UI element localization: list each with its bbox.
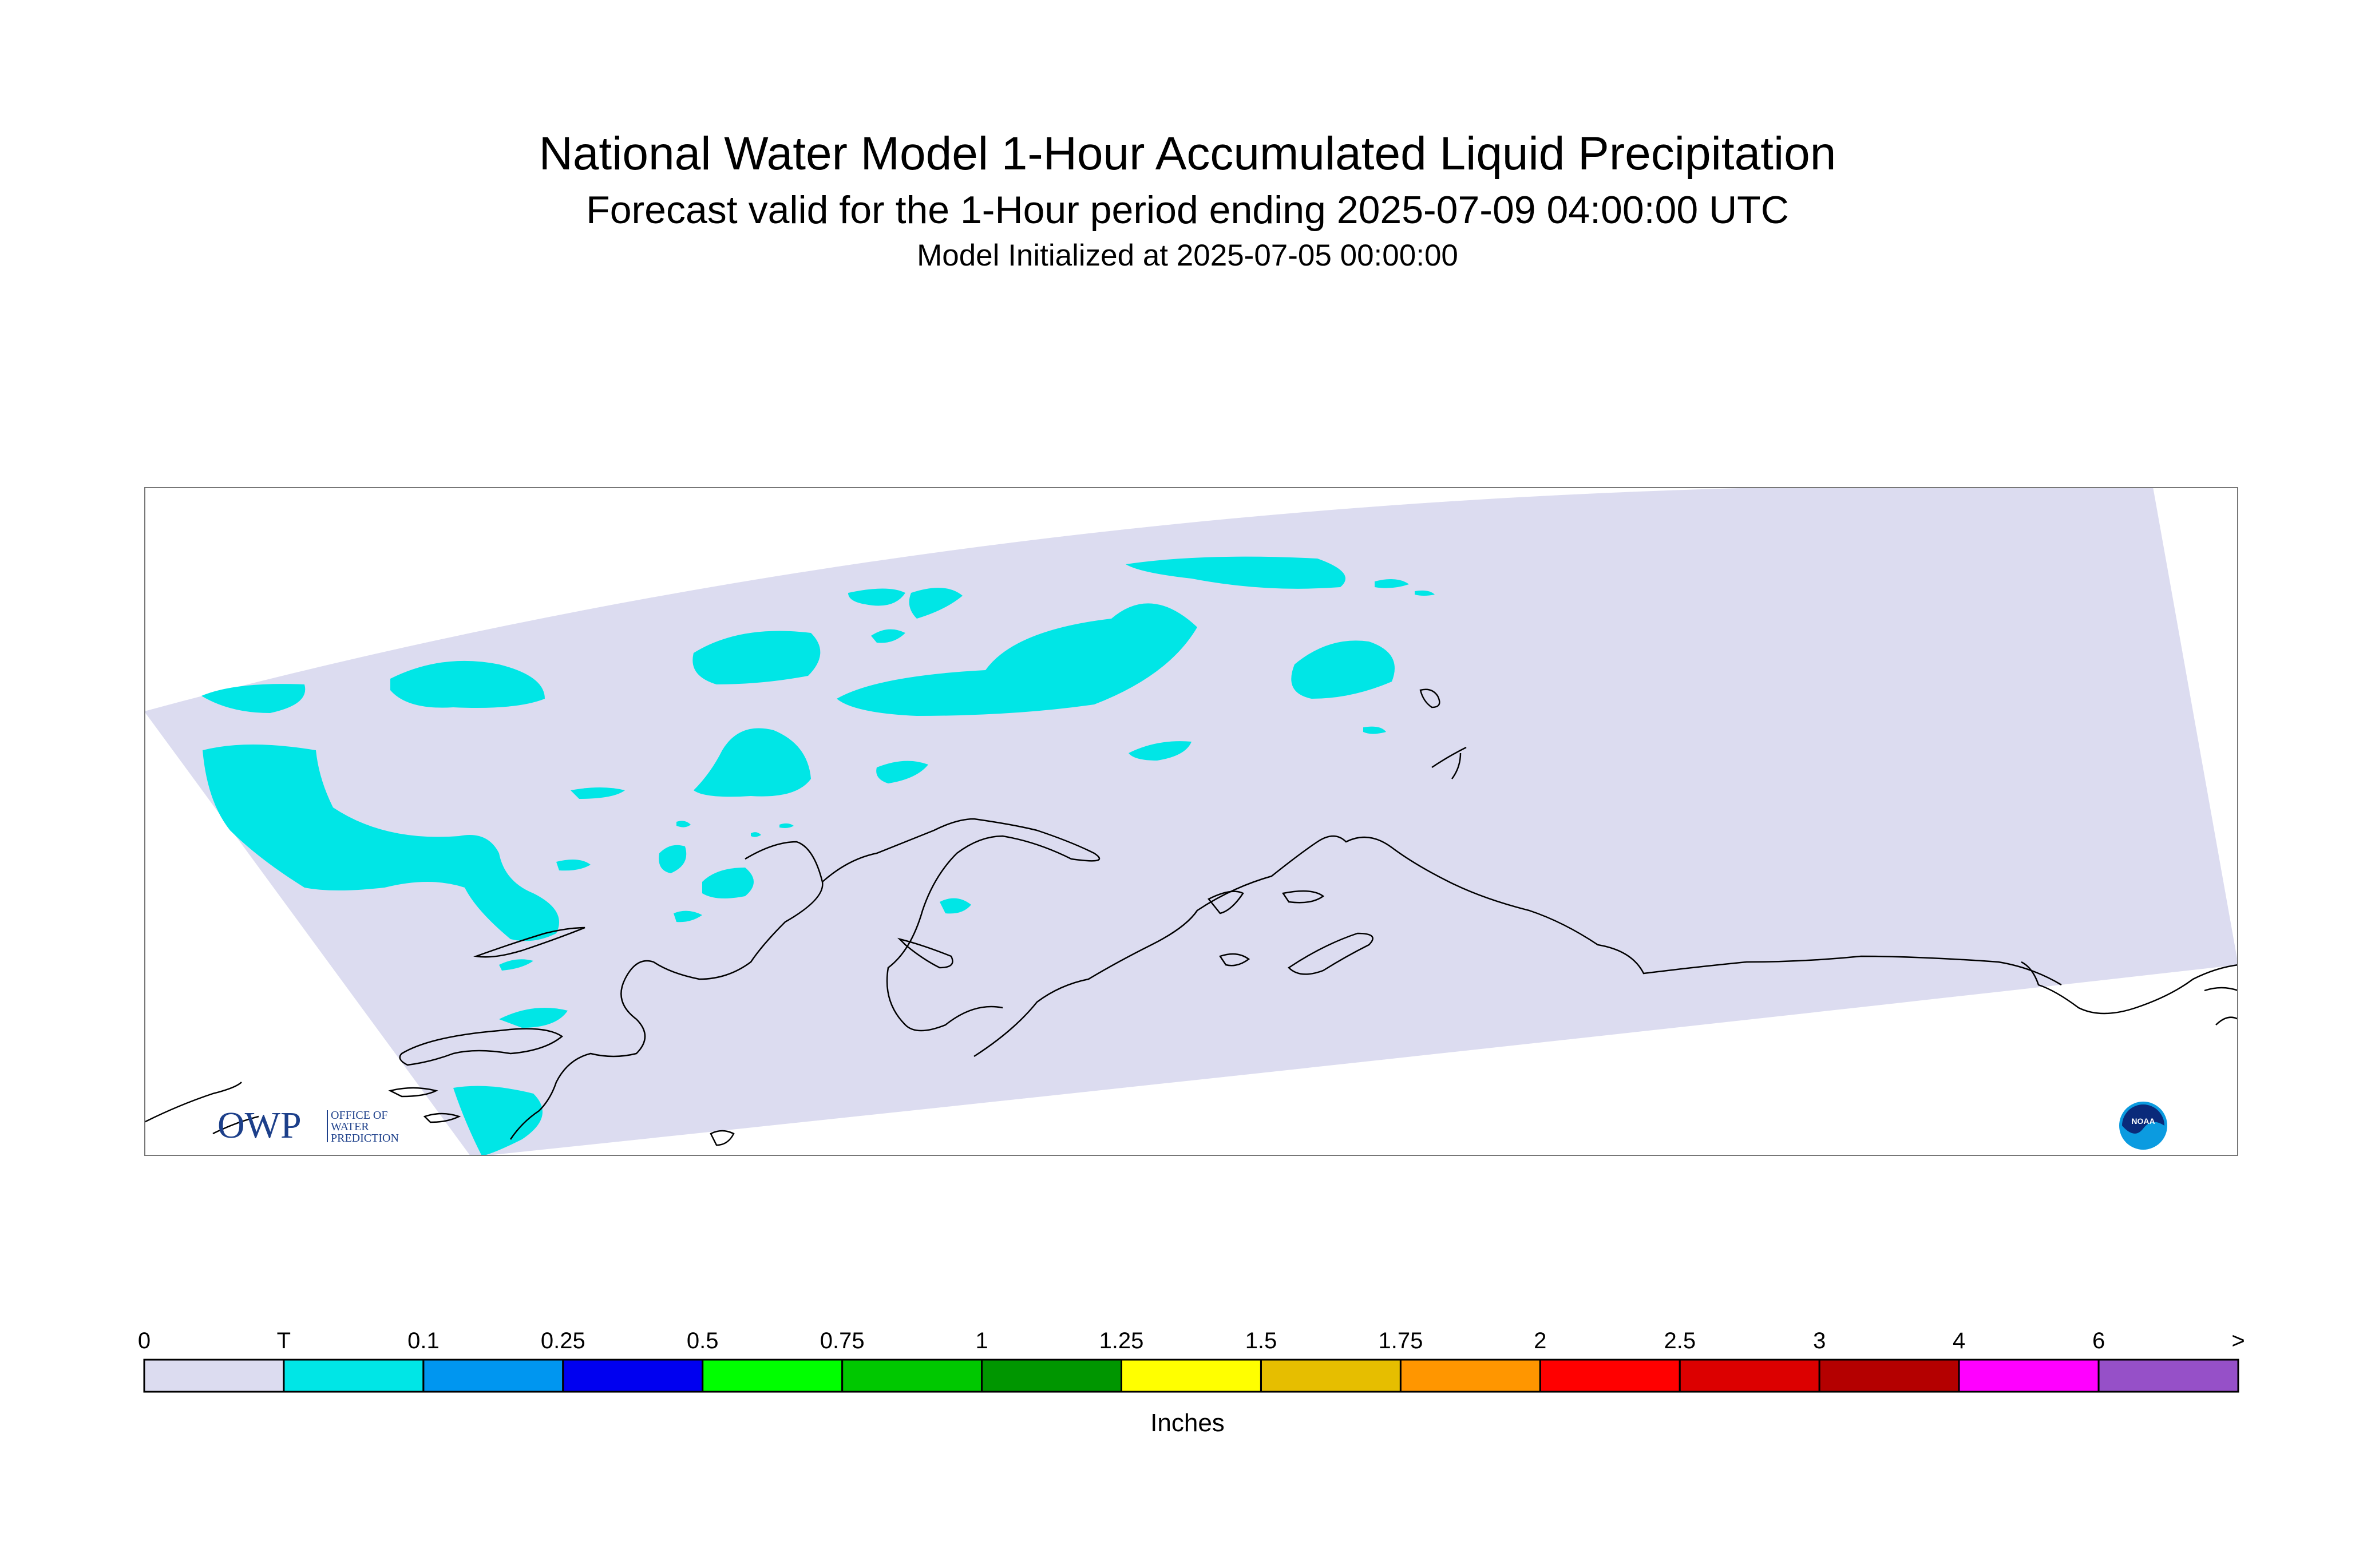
legend-tick-label: 0.75 <box>820 1328 865 1353</box>
precip-area <box>940 898 971 914</box>
legend-units-label: Inches <box>1150 1409 1225 1437</box>
coastline-segment <box>509 841 824 1140</box>
legend-tick-label: 3 <box>1813 1328 1826 1353</box>
legend-swatch <box>702 1359 844 1393</box>
precip-area <box>1363 726 1386 734</box>
owp-logo-line-1: OFFICE OF <box>331 1109 387 1122</box>
legend-tick-label: > <box>2231 1328 2245 1353</box>
precipitation-areas <box>201 556 1435 1156</box>
noaa-logo-text: NOAA <box>2131 1116 2155 1126</box>
legend-swatch <box>422 1359 564 1393</box>
legend-swatch <box>1818 1359 1960 1393</box>
legend-swatch <box>1260 1359 1402 1393</box>
precip-area <box>1129 741 1192 761</box>
noaa-logo: NOAA <box>2117 1100 2169 1151</box>
legend-tick-label: 0.1 <box>407 1328 440 1353</box>
precip-area <box>674 910 702 922</box>
coastline-segment <box>1431 746 1467 779</box>
precip-area <box>694 728 811 797</box>
legend-swatch <box>1958 1359 2100 1393</box>
legend-tick-label: 0.25 <box>541 1328 585 1353</box>
precip-area <box>837 603 1197 716</box>
legend-swatch <box>1121 1359 1262 1393</box>
legend-swatch <box>1539 1359 1681 1393</box>
precip-area <box>556 860 591 871</box>
legend-tick-label: 0.5 <box>687 1328 719 1353</box>
owp-logo-icon: OWP OFFICE OF WATER PREDICTION <box>217 1104 399 1146</box>
precip-area <box>499 959 533 971</box>
legend-swatch <box>283 1359 425 1393</box>
legend-tick-label: 2.5 <box>1664 1328 1696 1353</box>
precipitation-map <box>144 487 2238 1156</box>
coastline-segment <box>473 926 585 958</box>
precip-area <box>201 684 306 713</box>
legend-swatch <box>143 1359 285 1393</box>
owp-logo-mark: OWP <box>217 1104 302 1146</box>
precip-area <box>871 629 905 643</box>
owp-logo: OWP OFFICE OF WATER PREDICTION <box>217 1104 429 1150</box>
precip-area <box>203 745 559 941</box>
legend-tick-label: 1 <box>975 1328 988 1353</box>
legend-swatch <box>562 1359 704 1393</box>
precip-area <box>1415 590 1435 596</box>
model-initialized-line: Model Initialized at 2025-07-05 00:00:00 <box>917 239 1458 272</box>
legend-tick-label: 6 <box>2092 1328 2105 1353</box>
precip-area <box>692 631 821 684</box>
legend-tick-label: 1.5 <box>1245 1328 1277 1353</box>
precip-area <box>848 588 905 606</box>
precip-area <box>571 787 625 799</box>
coastline-segment <box>1208 890 1244 914</box>
precip-area <box>499 1008 568 1028</box>
precip-area <box>909 588 963 619</box>
precip-area <box>702 868 754 898</box>
precip-area <box>1126 556 1345 589</box>
coastline-segment <box>399 1028 564 1066</box>
legend-swatch <box>981 1359 1122 1393</box>
coastline-segment <box>897 937 953 969</box>
precip-area <box>390 660 545 708</box>
legend-tick-label: 1.75 <box>1378 1328 1423 1353</box>
model-domain-area <box>144 487 2238 1156</box>
coastline <box>144 688 2238 1146</box>
precip-area <box>876 761 928 783</box>
coastline-segment <box>1419 688 1440 708</box>
legend-tick-label: 1.25 <box>1099 1328 1144 1353</box>
coastline-segment <box>1288 932 1373 975</box>
coastline-segment <box>973 835 2062 1058</box>
owp-logo-line-2: WATER <box>331 1120 369 1133</box>
precip-area <box>676 821 691 827</box>
coastline-segment <box>2204 987 2238 1025</box>
coastline-segment <box>423 1112 461 1123</box>
coastline-segment <box>388 1087 438 1098</box>
coastline-segment <box>1281 890 1325 904</box>
legend-swatch <box>841 1359 983 1393</box>
legend-tick-label: 2 <box>1534 1328 1546 1353</box>
legend-tick-label: T <box>277 1328 291 1353</box>
map-title: National Water Model 1-Hour Accumulated … <box>539 128 1836 180</box>
legend-swatch <box>2097 1359 2239 1393</box>
precip-area <box>1375 579 1409 588</box>
legend-labels: 0 T 0.1 0.25 0.5 0.75 1 1.25 1.5 1.75 2 2.5 3 4 6 > <box>138 1328 2245 1353</box>
legend-swatch <box>1679 1359 1820 1393</box>
legend-swatch <box>1399 1359 1541 1393</box>
coastline-segment <box>1219 953 1250 967</box>
owp-logo-line-3: PREDICTION <box>331 1132 399 1145</box>
coastline-segment <box>2021 961 2238 1015</box>
map-frame <box>144 487 2238 1156</box>
legend-color-boxes <box>143 1359 2239 1393</box>
precip-area <box>779 823 794 828</box>
precip-area <box>659 845 687 873</box>
coastline-segment <box>144 1082 259 1135</box>
forecast-valid-subtitle: Forecast valid for the 1-Hour period end… <box>586 188 1789 232</box>
precip-area <box>1291 640 1395 699</box>
precip-area <box>751 832 761 837</box>
legend-tick-label: 4 <box>1953 1328 1965 1353</box>
coastline-segment <box>822 818 1101 1032</box>
precip-area <box>453 1086 543 1156</box>
legend-tick-label: 0 <box>138 1328 151 1353</box>
coastline-segment <box>710 1130 735 1146</box>
noaa-logo-icon: NOAA <box>2119 1102 2167 1150</box>
